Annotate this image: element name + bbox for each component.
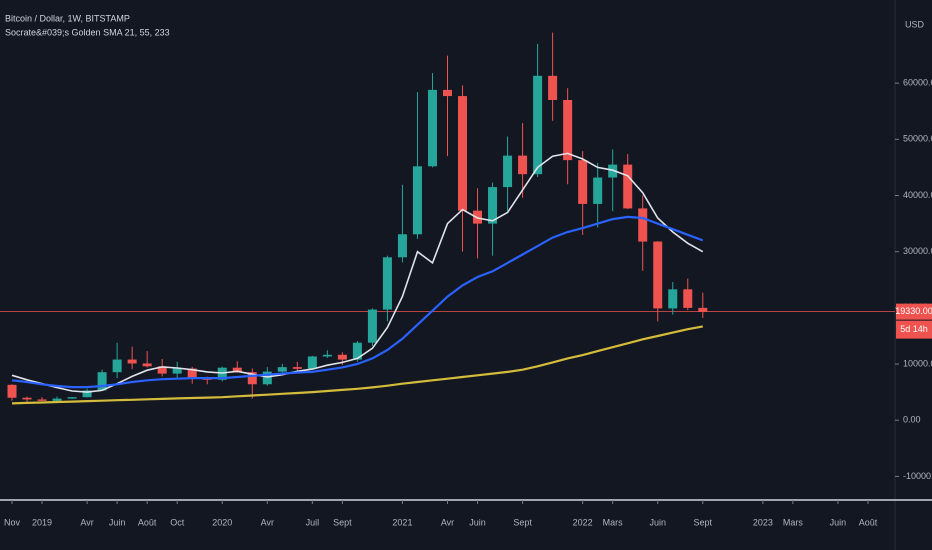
last-price-box (896, 303, 932, 320)
y-tick-label: 60000.00 (903, 78, 932, 88)
candle-body (37, 399, 47, 401)
candle-body (412, 166, 422, 235)
y-tick-label: -10000.00 (903, 471, 932, 481)
candle-body (352, 342, 362, 360)
candle-body (518, 155, 528, 175)
x-tick-label: Sept (694, 517, 713, 527)
candle-body (127, 359, 137, 364)
countdown-box (896, 320, 932, 339)
indicator-label: Socrate&#039;s Golden SMA 21, 55, 233 (5, 27, 170, 37)
sma-line (11, 215, 704, 389)
x-tick-label: Juil (306, 517, 320, 527)
x-tick-label: Sept (333, 517, 352, 527)
candle-body (668, 289, 678, 309)
x-tick-label: Juin (469, 517, 486, 527)
candle-body (157, 366, 167, 374)
x-tick-label: Sept (513, 517, 532, 527)
candle-body (683, 289, 693, 308)
candle-body (367, 309, 377, 343)
candle-body (397, 234, 407, 258)
candle-body (277, 367, 287, 372)
y-tick-label: 50000.00 (903, 134, 932, 144)
candle-body (698, 307, 708, 312)
candle-body (67, 397, 77, 399)
candle-body (427, 89, 437, 167)
y-tick-label: 30000.00 (903, 246, 932, 256)
candle-body (503, 155, 513, 188)
x-tick-label: Mars (783, 517, 803, 527)
candle-body (623, 164, 633, 209)
x-tick-label: Avr (80, 517, 93, 527)
x-tick-label: 2019 (32, 517, 52, 527)
candle-body (307, 356, 317, 369)
candle-body (232, 367, 242, 373)
candle-body (97, 372, 107, 391)
candle-body (533, 75, 543, 175)
sma-line (11, 152, 704, 393)
candle-body (593, 177, 603, 204)
candle-body (653, 241, 663, 309)
x-tick-label: 2023 (753, 517, 773, 527)
x-tick-label: Juin (830, 517, 847, 527)
candle-body (578, 160, 588, 204)
candle-body (187, 368, 197, 378)
candle-body (608, 164, 618, 178)
x-tick-label: 2021 (392, 517, 412, 527)
candle-body (142, 363, 152, 367)
candle-body (52, 398, 62, 401)
candle-body (82, 390, 92, 398)
candle-body (638, 208, 648, 242)
candle-body (22, 397, 32, 400)
x-tick-label: Oct (170, 517, 185, 527)
candle-body (247, 372, 257, 385)
candle-body (563, 100, 573, 161)
x-tick-label: Avr (261, 517, 274, 527)
x-tick-label: Nov (4, 517, 21, 527)
sma-line (11, 325, 704, 405)
candle-body (488, 187, 498, 224)
x-tick-label: Avr (441, 517, 454, 527)
chart-title: Bitcoin / Dollar, 1W, BITSTAMP (5, 13, 130, 23)
candle-body (337, 354, 347, 360)
countdown-label: 5d 14h (900, 324, 928, 334)
candle-body (112, 359, 122, 373)
y-tick-label: 10000.00 (903, 358, 932, 368)
y-tick-label: 0.00 (903, 415, 921, 425)
x-tick-label: Juin (649, 517, 666, 527)
x-tick-label: Juin (109, 517, 126, 527)
candle-body (172, 368, 182, 374)
x-tick-label: Août (138, 517, 157, 527)
x-tick-label: Mars (603, 517, 623, 527)
y-axis-label: USD (905, 19, 925, 29)
x-tick-label: 2020 (212, 517, 232, 527)
candle-body (548, 75, 558, 100)
x-tick-label: Août (859, 517, 878, 527)
candle-body (292, 367, 302, 369)
x-tick-label: 2022 (573, 517, 593, 527)
candle-body (442, 89, 453, 97)
candle-body (458, 96, 468, 211)
y-tick-label: 40000.00 (903, 190, 932, 200)
last-price-label: 19330.00 (895, 306, 932, 316)
candle-body (382, 257, 392, 310)
candle-body (322, 354, 332, 357)
candle-body (7, 384, 17, 398)
candle-body (262, 371, 272, 385)
